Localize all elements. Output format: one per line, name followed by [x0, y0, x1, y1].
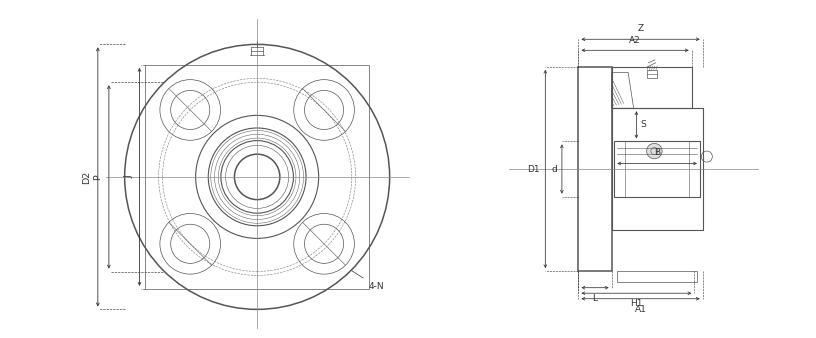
Text: P: P [94, 174, 103, 180]
Text: d: d [552, 165, 558, 173]
Bar [646, 70, 657, 78]
Text: L: L [592, 294, 597, 303]
Text: D1: D1 [527, 165, 540, 173]
Bar [614, 141, 700, 197]
Bar [611, 108, 703, 230]
Bar [611, 67, 692, 108]
Text: D2: D2 [82, 170, 91, 184]
Text: A1: A1 [635, 305, 646, 314]
Circle shape [646, 143, 662, 159]
Text: J: J [124, 175, 133, 178]
Bar [617, 271, 697, 282]
Text: B: B [654, 148, 660, 158]
Text: A2: A2 [629, 37, 641, 45]
Text: S: S [641, 120, 646, 129]
Text: Z: Z [637, 24, 644, 33]
Text: 4-N: 4-N [352, 271, 384, 291]
Bar [579, 67, 611, 271]
Text: H1: H1 [630, 299, 643, 308]
Bar [145, 65, 369, 289]
